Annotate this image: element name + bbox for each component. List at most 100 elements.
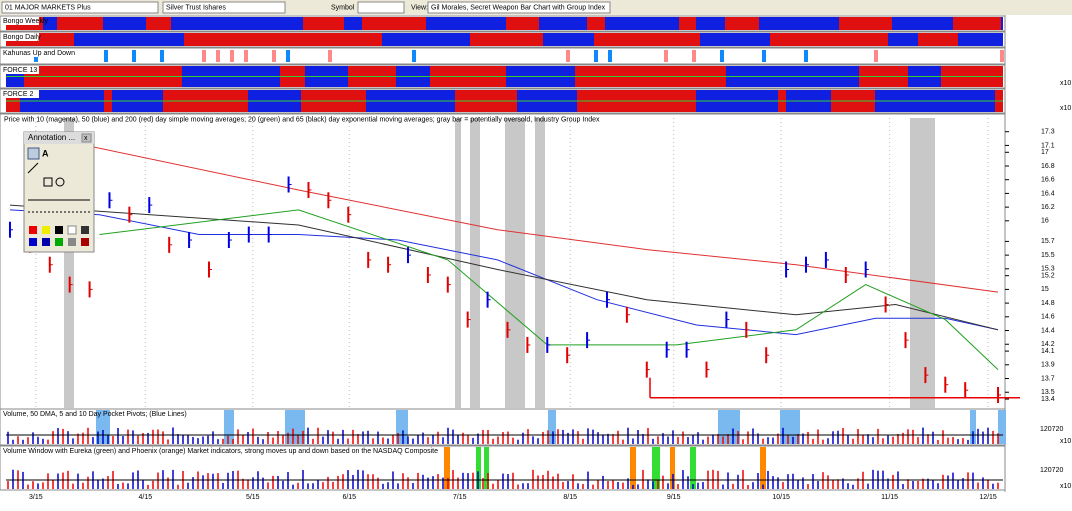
y-tick-label: 16.2 (1041, 204, 1055, 211)
market-indicator (652, 447, 660, 489)
kahuna-bar (132, 50, 136, 62)
y-tick-label: 13.7 (1041, 375, 1055, 382)
indicator-segment (362, 17, 426, 30)
indicator-segment (642, 33, 685, 46)
kahuna-bar (160, 50, 164, 62)
indicator-segment (761, 33, 770, 46)
panel-label-bg (1, 49, 39, 57)
tool-rect[interactable] (43, 177, 53, 187)
panel-label: Bongo Weekly (3, 18, 49, 25)
symbol-label: Symbol (331, 4, 355, 11)
moving-average (99, 209, 999, 370)
y-tick-label: 14.4 (1041, 327, 1055, 334)
watchlist: 01 MAJOR MARKETS Plus (5, 4, 91, 11)
indicator-segment (943, 17, 953, 30)
y-tick-label: 16.8 (1041, 163, 1055, 170)
y-tick-label: 13.5 (1041, 389, 1055, 396)
tool-line[interactable] (27, 162, 39, 174)
x-tick-label: 5/15 (246, 494, 260, 501)
y-tick-label: 14.1 (1041, 348, 1055, 355)
tool-select[interactable] (27, 147, 40, 160)
panel-label-bg (1, 66, 39, 74)
kahuna-bar (412, 50, 416, 62)
tool-text[interactable]: A (42, 148, 49, 158)
indicator-segment (470, 33, 519, 46)
indicator-segment (171, 17, 218, 30)
indicator-segment (908, 17, 943, 30)
indicator-segment (40, 33, 74, 46)
panel-label: FORCE 13 (3, 67, 37, 74)
indicator-segment (132, 33, 184, 46)
indicator-segment (759, 17, 795, 30)
indicator-segment (146, 17, 171, 30)
indicator-segment (594, 33, 607, 46)
panel-label: Kahunas Up and Down (3, 50, 75, 57)
security-dropdown[interactable] (162, 1, 286, 14)
indicator-segment (184, 33, 208, 46)
tool-ellipse[interactable] (55, 177, 65, 187)
indicator-segment (506, 17, 539, 30)
x-tick-label: 11/15 (881, 494, 898, 501)
panel-label-bg (1, 90, 39, 98)
market-indicator (444, 447, 450, 489)
volume-label-bg (1, 410, 5, 418)
y-tick-label: 14.2 (1041, 341, 1055, 348)
price-title: Price with 10 (magenta), 50 (blue) and 2… (4, 116, 600, 123)
indicator-segment (255, 17, 303, 30)
oversold-bar (64, 118, 74, 408)
kahuna-bar (230, 50, 234, 62)
kahuna-bar (608, 50, 612, 62)
y-tick-label: 15 (1041, 286, 1049, 293)
kahuna-bar (566, 50, 570, 62)
color-white[interactable] (67, 225, 77, 235)
indicator-segment (539, 17, 587, 30)
indicator-segment (208, 33, 267, 46)
color-dark[interactable] (81, 226, 89, 234)
color-yellow[interactable] (42, 226, 50, 234)
y-tick-label: 15.2 (1041, 273, 1055, 280)
kahuna-bar (1000, 50, 1004, 62)
color-maroon[interactable] (81, 238, 89, 246)
panel-label: Bongo Daily (3, 34, 41, 41)
symbol-input[interactable] (357, 1, 405, 14)
oversold-bar (470, 118, 480, 408)
color-black[interactable] (55, 226, 63, 234)
view: Gil Morales, Secret Weapon Bar Chart wit… (431, 4, 606, 11)
indicator-segment (587, 17, 605, 30)
watchlist-dropdown[interactable] (1, 1, 159, 14)
color-navy[interactable] (42, 238, 50, 246)
indicator-segment (519, 33, 543, 46)
kahuna-bar (202, 50, 206, 62)
indicator-segment (906, 33, 918, 46)
color-blue[interactable] (29, 238, 37, 246)
indicator-segment (423, 33, 450, 46)
volume-label-bg (1, 447, 5, 455)
palette-close[interactable] (81, 133, 92, 143)
indicator-segment (1001, 17, 1003, 30)
indicator-segment (607, 33, 642, 46)
color-gray[interactable] (68, 238, 76, 246)
indicator-segment (867, 33, 888, 46)
moving-average (9, 204, 999, 331)
palette-title: Annotation ... (28, 133, 75, 142)
kahuna-bar (594, 50, 598, 62)
indicator-segment (91, 17, 103, 30)
kahuna-bar (762, 50, 766, 62)
color-red[interactable] (29, 226, 37, 234)
y-tick-label: 15.7 (1041, 238, 1055, 245)
indicator-segment (770, 33, 820, 46)
price-panel: 17.3 17.117 16.8 16.6 16.4 16.2 16 15.7 15.5 15.3… (0, 113, 1055, 490)
x-tick-label: 7/15 (453, 494, 467, 501)
x-tick-label: 8/15 (563, 494, 577, 501)
indicator-segment (303, 17, 344, 30)
indicator-segment (737, 17, 759, 30)
view-dropdown[interactable] (427, 1, 611, 14)
indicator-segment (330, 33, 382, 46)
indicator-segment (918, 33, 958, 46)
color-green[interactable] (55, 238, 63, 246)
panel-label-bg (1, 33, 39, 41)
indicator-segment (551, 33, 594, 46)
indicator-segment (605, 17, 639, 30)
security: Silver Trust Ishares (166, 4, 226, 11)
